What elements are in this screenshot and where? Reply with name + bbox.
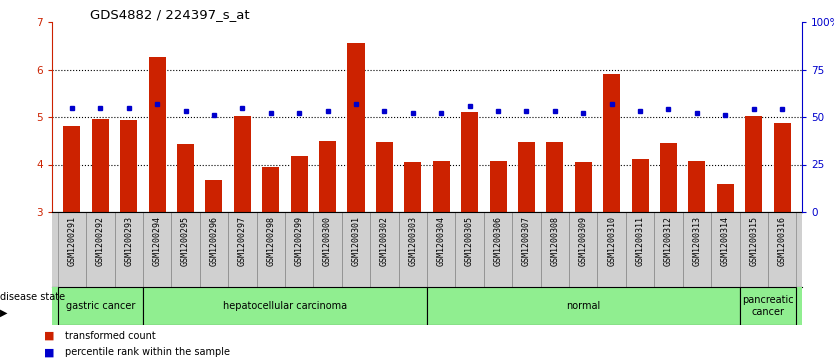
Bar	[569, 212, 597, 287]
Bar	[597, 212, 626, 287]
Bar	[229, 212, 257, 287]
Text: GSM1200316: GSM1200316	[777, 216, 786, 266]
Text: transformed count: transformed count	[64, 331, 155, 340]
Bar	[716, 184, 734, 212]
Text: GSM1200296: GSM1200296	[209, 216, 219, 266]
Bar	[490, 161, 506, 212]
Text: GSM1200310: GSM1200310	[607, 216, 616, 266]
Bar	[143, 212, 171, 287]
Text: GSM1200297: GSM1200297	[238, 216, 247, 266]
Bar	[404, 162, 421, 212]
Bar	[746, 116, 762, 212]
Bar	[399, 212, 427, 287]
Bar	[114, 212, 143, 287]
Text: GSM1200302: GSM1200302	[379, 216, 389, 266]
Bar	[285, 212, 314, 287]
Text: percentile rank within the sample: percentile rank within the sample	[64, 347, 229, 357]
Bar	[58, 212, 86, 287]
Text: GSM1200312: GSM1200312	[664, 216, 673, 266]
Bar	[774, 123, 791, 212]
Bar	[290, 156, 308, 212]
Text: hepatocellular carcinoma: hepatocellular carcinoma	[223, 301, 347, 311]
Text: GSM1200299: GSM1200299	[294, 216, 304, 266]
Text: GSM1200308: GSM1200308	[550, 216, 560, 266]
Bar	[427, 212, 455, 287]
Text: GSM1200300: GSM1200300	[323, 216, 332, 266]
Bar	[631, 159, 649, 212]
Bar	[455, 212, 484, 287]
Text: GSM1200303: GSM1200303	[409, 216, 417, 266]
Text: GSM1200305: GSM1200305	[465, 216, 474, 266]
Bar	[257, 212, 285, 287]
Bar	[626, 212, 654, 287]
Bar	[711, 212, 740, 287]
Text: ▶: ▶	[0, 308, 8, 318]
Bar	[518, 142, 535, 212]
Bar	[348, 43, 364, 212]
Bar	[205, 180, 223, 212]
Text: pancreatic
cancer: pancreatic cancer	[742, 295, 794, 317]
Text: GSM1200301: GSM1200301	[351, 216, 360, 266]
Bar	[740, 212, 768, 287]
Text: GSM1200313: GSM1200313	[692, 216, 701, 266]
Bar	[262, 167, 279, 212]
Text: normal: normal	[566, 301, 600, 311]
Bar	[575, 162, 592, 212]
Bar	[148, 57, 166, 212]
Bar	[58, 287, 143, 325]
Text: GSM1200292: GSM1200292	[96, 216, 105, 266]
Bar	[319, 141, 336, 212]
Text: gastric cancer: gastric cancer	[66, 301, 135, 311]
Text: GSM1200309: GSM1200309	[579, 216, 588, 266]
Text: GSM1200314: GSM1200314	[721, 216, 730, 266]
Bar	[768, 212, 796, 287]
Text: GSM1200294: GSM1200294	[153, 216, 162, 266]
Text: GSM1200291: GSM1200291	[68, 216, 77, 266]
Text: GSM1200307: GSM1200307	[522, 216, 531, 266]
Bar	[660, 143, 677, 212]
Bar	[177, 144, 194, 212]
Bar	[461, 112, 478, 212]
Bar	[688, 161, 706, 212]
Text: GDS4882 / 224397_s_at: GDS4882 / 224397_s_at	[89, 8, 249, 21]
Bar	[234, 115, 251, 212]
Bar	[427, 287, 740, 325]
Bar	[171, 212, 199, 287]
Text: GSM1200304: GSM1200304	[437, 216, 445, 266]
Bar	[654, 212, 683, 287]
Bar	[370, 212, 399, 287]
Bar	[376, 142, 393, 212]
Bar	[433, 161, 450, 212]
Bar	[63, 126, 80, 212]
Bar	[740, 287, 796, 325]
Bar	[86, 212, 114, 287]
Text: GSM1200315: GSM1200315	[749, 216, 758, 266]
Bar	[314, 212, 342, 287]
Text: GSM1200306: GSM1200306	[494, 216, 503, 266]
Bar	[199, 212, 229, 287]
Bar	[603, 74, 620, 212]
Text: GSM1200298: GSM1200298	[266, 216, 275, 266]
Text: GSM1200311: GSM1200311	[636, 216, 645, 266]
Bar	[143, 287, 427, 325]
Bar	[92, 119, 108, 212]
Bar	[342, 212, 370, 287]
Text: disease state: disease state	[0, 292, 65, 302]
Text: ■: ■	[43, 347, 54, 357]
Bar	[484, 212, 512, 287]
Text: GSM1200295: GSM1200295	[181, 216, 190, 266]
Text: ■: ■	[43, 331, 54, 340]
Bar	[683, 212, 711, 287]
Bar	[120, 120, 138, 212]
Bar	[540, 212, 569, 287]
Text: GSM1200293: GSM1200293	[124, 216, 133, 266]
Bar	[546, 142, 563, 212]
Bar	[512, 212, 540, 287]
